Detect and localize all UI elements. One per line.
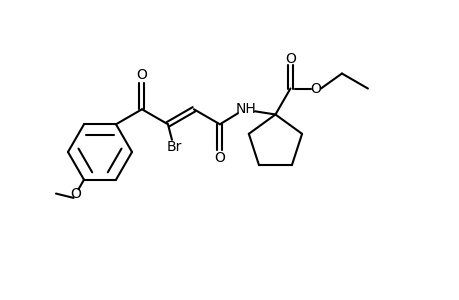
Text: O: O: [136, 68, 147, 82]
Text: O: O: [214, 151, 225, 165]
Text: Br: Br: [166, 140, 181, 154]
Text: NH: NH: [235, 102, 256, 116]
Text: O: O: [285, 52, 295, 66]
Text: O: O: [70, 187, 81, 201]
Text: O: O: [310, 82, 321, 95]
